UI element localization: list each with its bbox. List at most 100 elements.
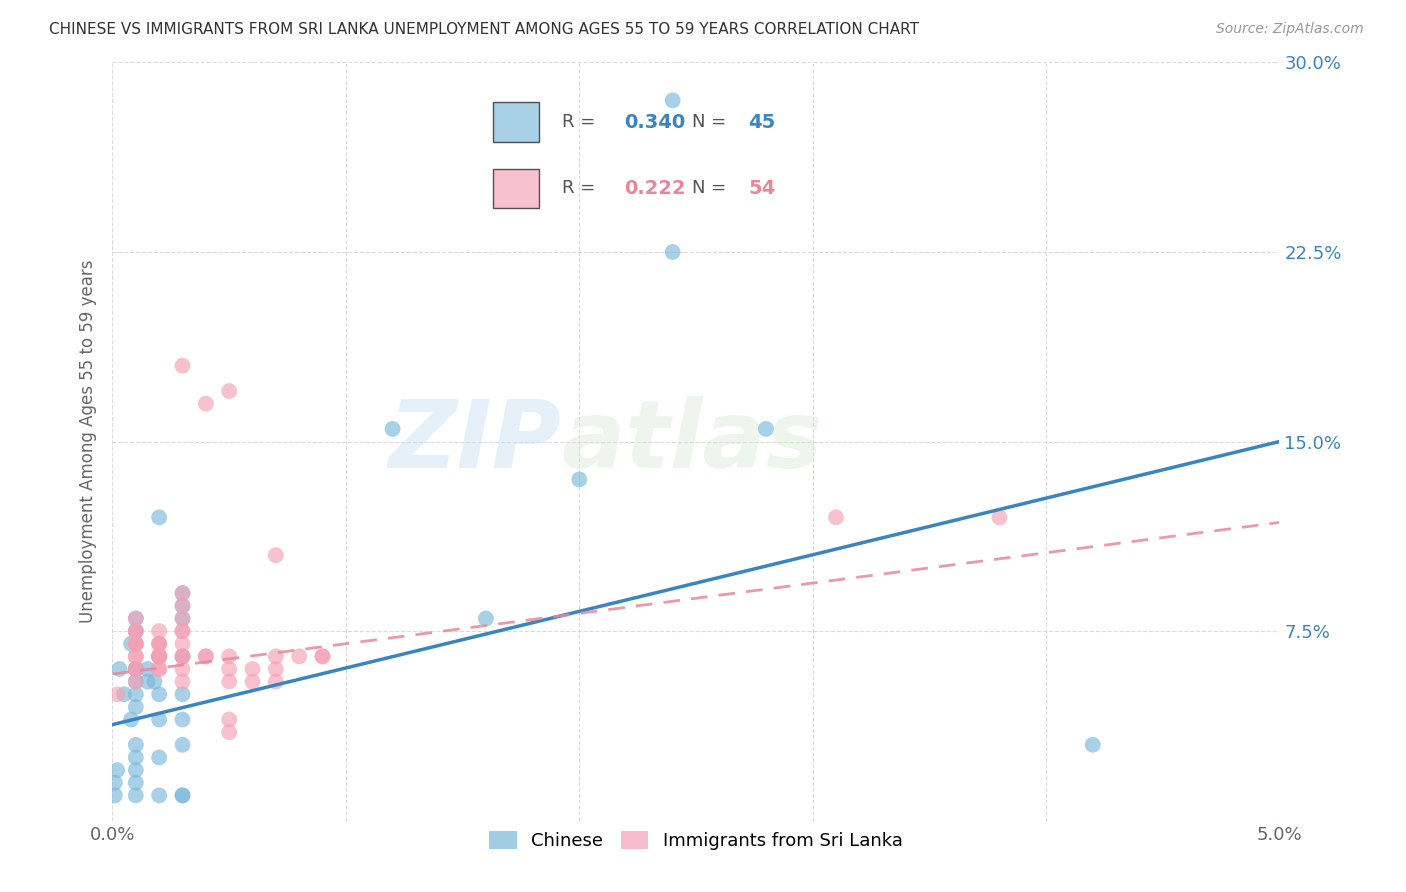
Point [194,396,217,410]
Point [218,384,240,398]
Text: atlas: atlas [562,395,823,488]
Point [172,359,194,373]
Point [148,713,170,727]
Point [125,738,148,752]
Point [172,662,194,676]
Point [125,776,148,790]
Point [172,624,194,639]
Point [148,637,170,651]
Point [242,674,264,689]
Y-axis label: Unemployment Among Ages 55 to 59 years: Unemployment Among Ages 55 to 59 years [79,260,97,624]
Point [264,674,287,689]
Point [148,637,170,651]
Point [125,750,148,764]
Point [172,738,194,752]
Point [125,662,148,676]
Point [125,763,148,777]
Point [125,624,148,639]
Point [172,637,194,651]
Point [218,725,240,739]
Point [988,510,1011,524]
Point [311,649,333,664]
Point [172,649,194,664]
Point [148,649,170,664]
Point [125,649,148,664]
Point [125,687,148,701]
Point [105,763,128,777]
Point [568,473,591,487]
Point [105,687,128,701]
Point [125,662,148,676]
Point [120,713,142,727]
Point [264,548,287,563]
Point [125,789,148,803]
Point [148,662,170,676]
Point [125,611,148,625]
Point [172,789,194,803]
Point [125,637,148,651]
Point [148,649,170,664]
Point [381,422,404,436]
Point [120,637,142,651]
Point [112,687,135,701]
Point [148,624,170,639]
Point [661,244,683,259]
Point [172,687,194,701]
Point [661,94,683,108]
Point [148,649,170,664]
Point [218,662,240,676]
Point [148,510,170,524]
Point [136,674,159,689]
Point [264,662,287,676]
Point [172,713,194,727]
Point [125,662,148,676]
Point [148,649,170,664]
Point [125,611,148,625]
Point [172,586,194,600]
Point [172,611,194,625]
Point [125,637,148,651]
Point [172,649,194,664]
Point [125,674,148,689]
Legend: Chinese, Immigrants from Sri Lanka: Chinese, Immigrants from Sri Lanka [482,823,910,857]
Text: ZIP: ZIP [389,395,562,488]
Point [172,649,194,664]
Point [104,789,127,803]
Point [242,662,264,676]
Point [125,637,148,651]
Point [104,776,127,790]
Point [264,649,287,664]
Point [1081,738,1104,752]
Point [172,789,194,803]
Point [218,649,240,664]
Point [148,649,170,664]
Point [311,649,333,664]
Point [172,599,194,613]
Point [194,649,217,664]
Point [172,624,194,639]
Point [218,674,240,689]
Point [172,674,194,689]
Point [148,662,170,676]
Point [172,586,194,600]
Point [172,611,194,625]
Point [475,611,498,625]
Point [148,687,170,701]
Point [125,649,148,664]
Point [125,624,148,639]
Point [148,789,170,803]
Point [143,674,166,689]
Point [148,649,170,664]
Point [148,649,170,664]
Point [172,599,194,613]
Point [825,510,848,524]
Point [755,422,778,436]
Point [125,674,148,689]
Point [108,662,131,676]
Point [148,750,170,764]
Point [148,637,170,651]
Point [125,624,148,639]
Point [194,649,217,664]
Text: CHINESE VS IMMIGRANTS FROM SRI LANKA UNEMPLOYMENT AMONG AGES 55 TO 59 YEARS CORR: CHINESE VS IMMIGRANTS FROM SRI LANKA UNE… [49,22,920,37]
Point [218,713,240,727]
